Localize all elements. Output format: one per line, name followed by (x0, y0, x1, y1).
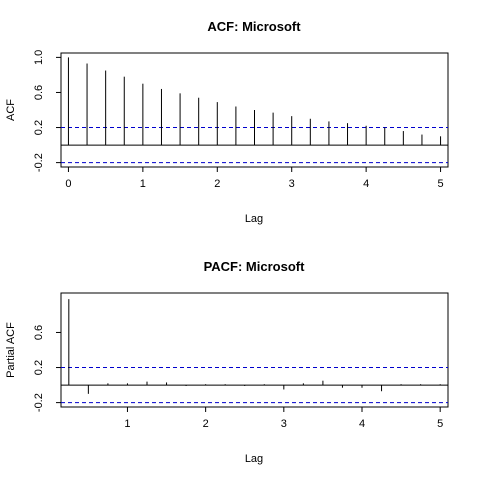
pacf-ytick-label: 0.6 (33, 325, 45, 340)
acf-ytick-label: 0.2 (33, 120, 45, 135)
acf-ytick-label: 0.6 (33, 85, 45, 100)
pacf-panel: PACF: Microsoft Lag Partial ACF 1 2 3 4 5 -0.… (5, 259, 449, 465)
pacf-ytick-label: -0.2 (33, 393, 45, 412)
acf-title: ACF: Microsoft (207, 19, 301, 34)
pacf-xtick-label: 2 (203, 418, 209, 430)
pacf-xtick-label: 4 (359, 418, 365, 430)
pacf-xtick-label: 1 (124, 418, 130, 430)
pacf-xtick-label: 5 (437, 418, 443, 430)
acf-ytick-label: 1.0 (33, 50, 45, 65)
acf-ytick-label: -0.2 (33, 153, 45, 172)
acf-ylabel: ACF (5, 99, 17, 121)
acf-xtick-label: 0 (65, 178, 71, 190)
acf-panel: ACF: Microsoft Lag ACF 0 1 2 3 4 5 -0.2 0.2 0.6 1… (5, 19, 449, 225)
acf-xtick-label: 1 (140, 178, 146, 190)
acf-plot-area: 0 1 2 3 4 5 -0.2 0.2 0.6 1.0 (33, 50, 449, 190)
acf-xtick-label: 4 (363, 178, 369, 190)
pacf-ytick-label: 0.2 (33, 360, 45, 375)
acf-xtick-label: 3 (289, 178, 295, 190)
pacf-title: PACF: Microsoft (204, 259, 306, 274)
acf-xtick-label: 5 (437, 178, 443, 190)
acf-plot-frame (60, 52, 449, 168)
pacf-plot-area: 1 2 3 4 5 -0.2 0.2 0.6 (33, 292, 449, 430)
pacf-plot-frame (60, 292, 449, 408)
pacf-xtick-label: 3 (281, 418, 287, 430)
acf-xlabel: Lag (245, 213, 263, 225)
pacf-xlabel: Lag (245, 453, 263, 465)
pacf-ylabel: Partial ACF (5, 322, 17, 378)
acf-xtick-label: 2 (214, 178, 220, 190)
